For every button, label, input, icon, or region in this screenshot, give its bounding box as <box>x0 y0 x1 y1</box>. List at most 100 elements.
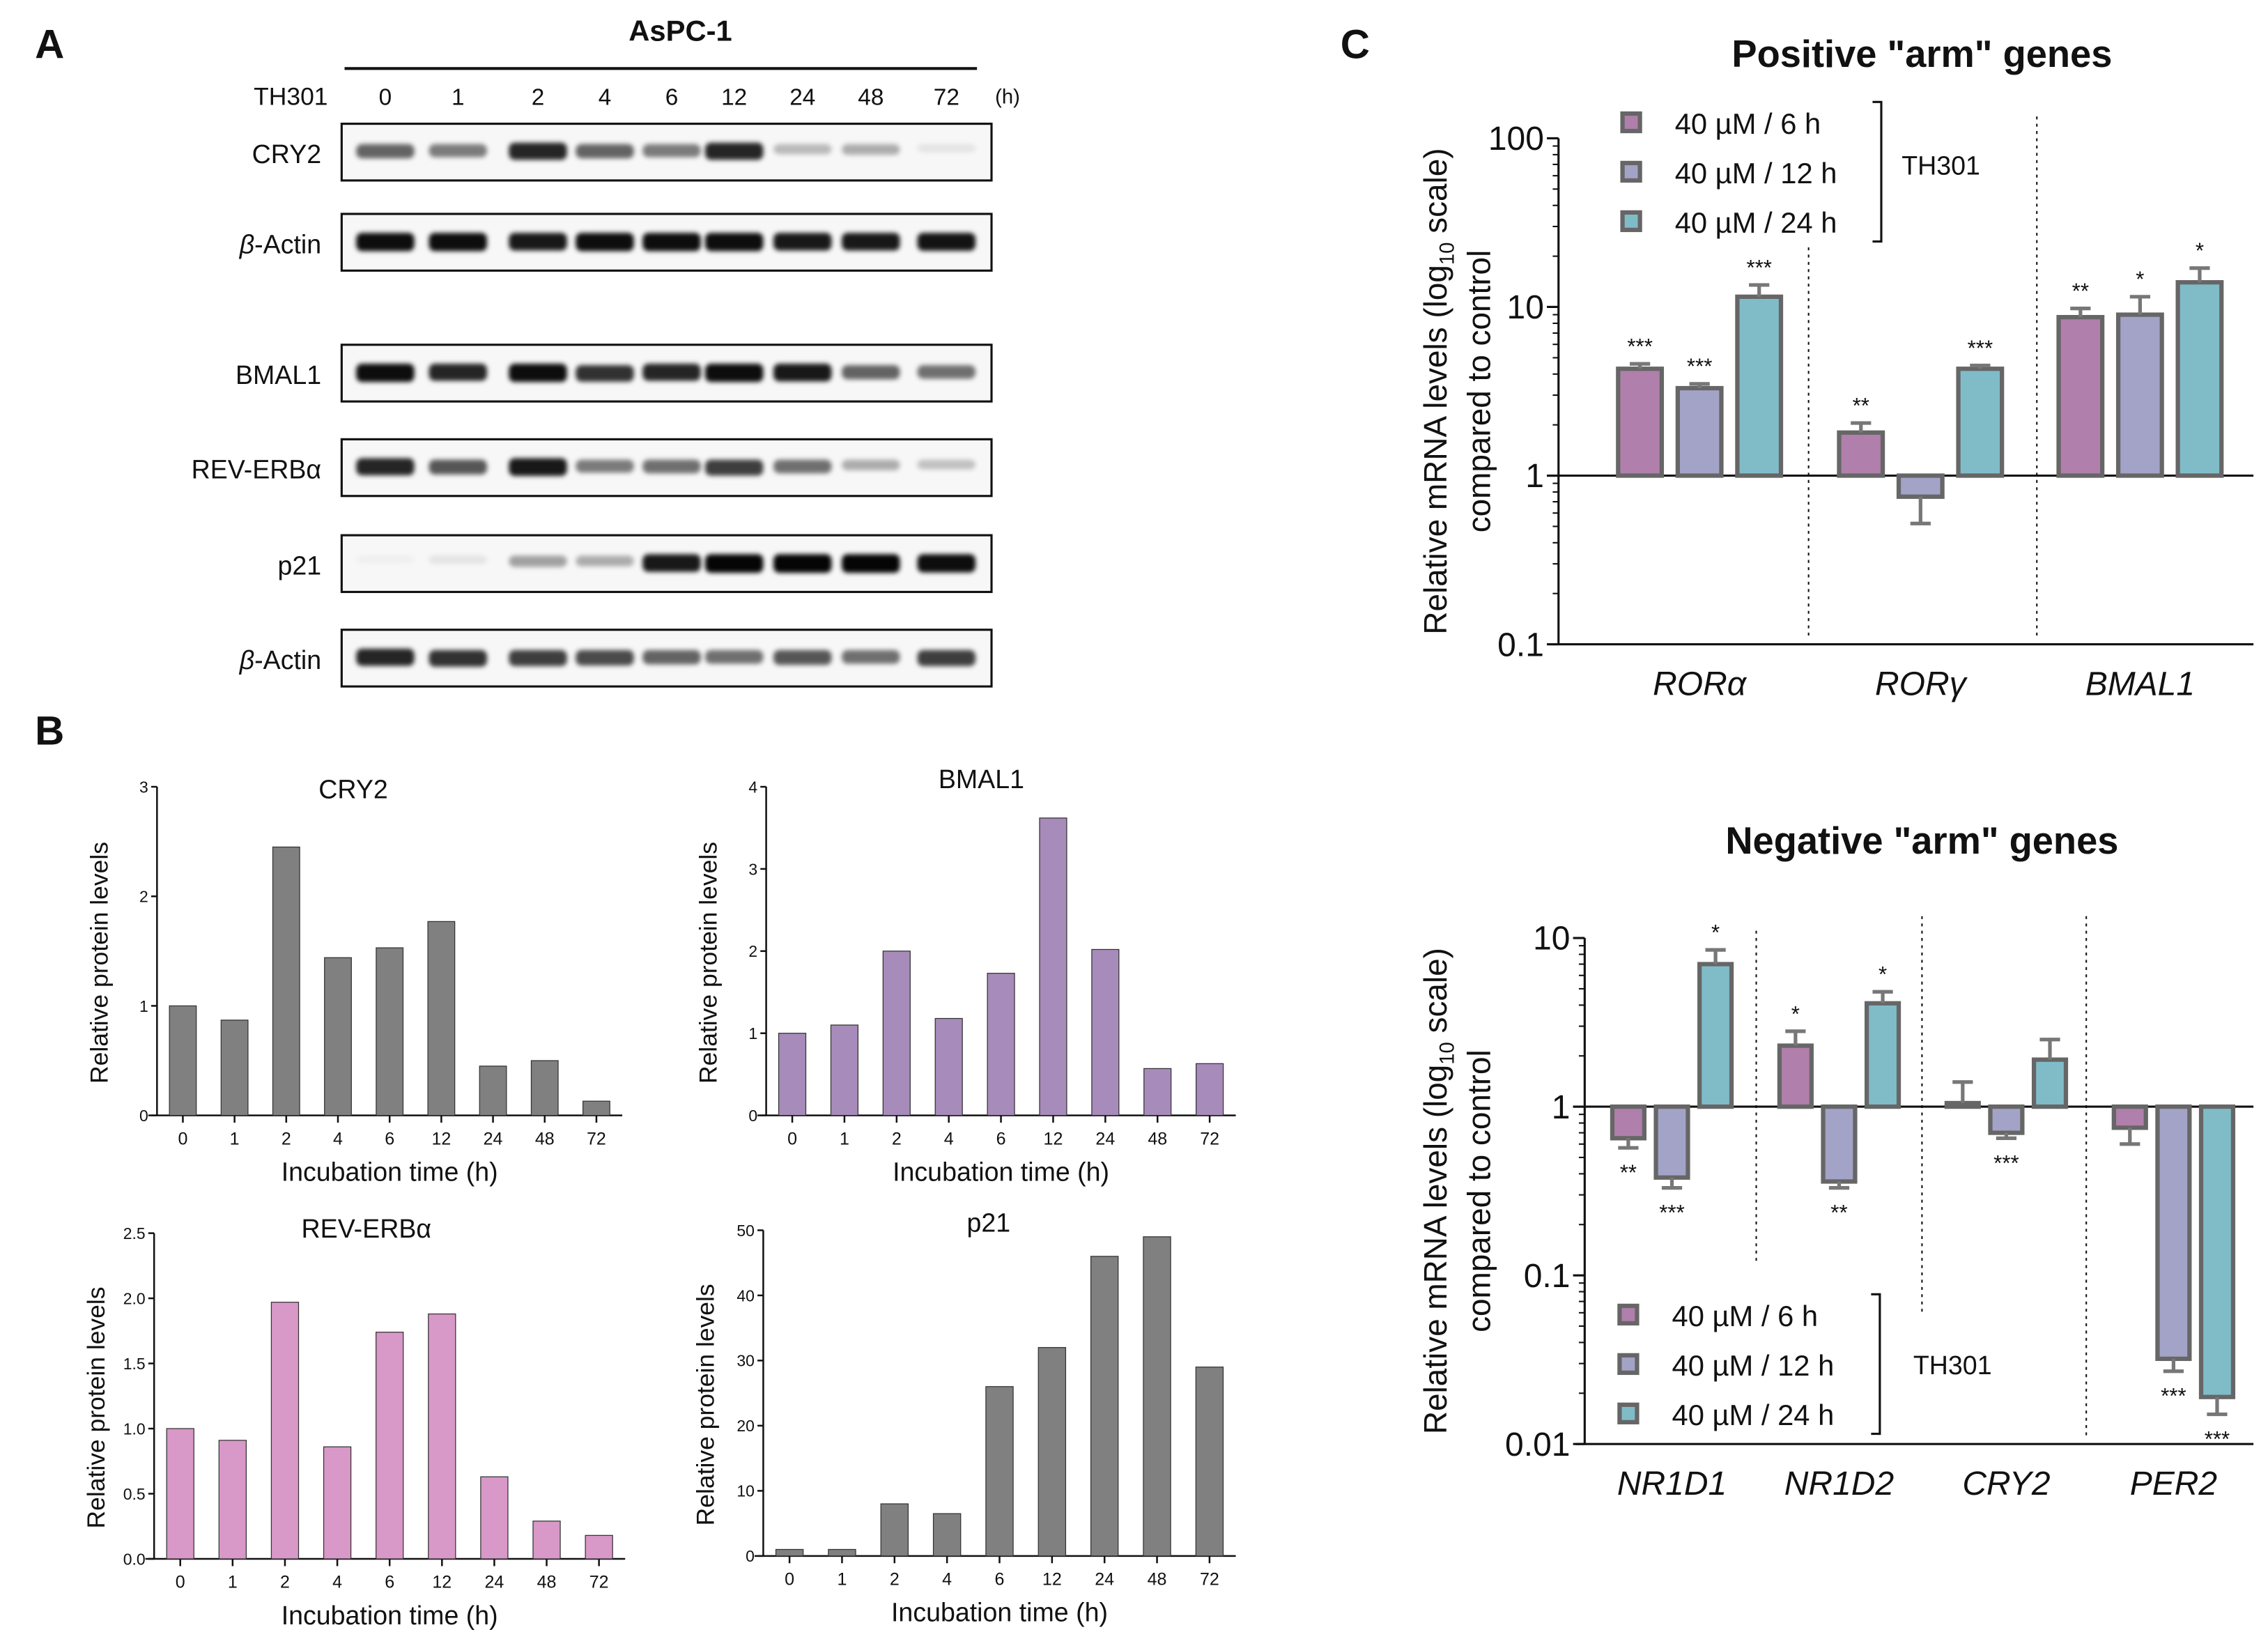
protein-band <box>704 142 764 160</box>
bar <box>220 1019 249 1116</box>
protein-band <box>429 649 487 667</box>
y-tick-label: 50 <box>736 1222 755 1240</box>
x-tick-label: 48 <box>537 1573 557 1592</box>
y-tick-label: 0 <box>748 1107 757 1125</box>
protein-band <box>576 555 634 567</box>
y-tick-label: 20 <box>736 1417 755 1435</box>
x-tick-label: 12 <box>1042 1570 1062 1590</box>
bar <box>987 973 1015 1116</box>
time-unit-label: (h) <box>995 86 1020 108</box>
significance-marker: ** <box>1853 393 1869 417</box>
y-tick-label: 1 <box>748 1024 757 1042</box>
x-tick-label: 0 <box>785 1570 794 1590</box>
y-tick-label: 100 <box>1488 121 1544 157</box>
treatment-label: TH301 <box>254 82 327 110</box>
bar <box>323 1446 352 1560</box>
chart-title: Positive "arm" genes <box>1731 33 2112 75</box>
y-tick-label: 1.0 <box>123 1419 146 1438</box>
blot-label: REV-ERBα <box>192 455 322 484</box>
y-tick-label: 0.01 <box>1505 1426 1570 1463</box>
blot-row: β-Actin <box>239 629 993 688</box>
lane-label: 6 <box>665 84 679 110</box>
bar <box>1956 367 2005 478</box>
y-axis-label-part: 10 <box>1437 1042 1459 1064</box>
bar <box>1143 1068 1172 1116</box>
bar <box>1896 473 1945 499</box>
protein-band <box>773 554 832 573</box>
bar <box>2155 1104 2192 1362</box>
x-tick-label: 1 <box>837 1570 847 1590</box>
x-tick-label: 6 <box>996 1129 1006 1148</box>
y-axis-label: Relative protein levels <box>85 842 113 1084</box>
bar <box>376 1332 404 1560</box>
bar <box>1610 1104 1647 1141</box>
x-tick-label: 2 <box>280 1573 290 1592</box>
blot-label: β-Actin <box>239 645 321 675</box>
lane-label: 72 <box>934 84 959 110</box>
bar <box>1143 1236 1171 1557</box>
blot-label-prefix: β <box>239 645 254 675</box>
legend-swatch <box>1617 1353 1640 1376</box>
protein-band <box>842 459 900 471</box>
protein-band <box>842 649 900 664</box>
x-tick-label: 48 <box>535 1129 555 1148</box>
protein-band <box>704 459 764 476</box>
legend-swatch <box>1617 1402 1640 1425</box>
bar <box>428 1313 456 1560</box>
bar <box>530 1060 559 1116</box>
bar <box>828 1548 856 1557</box>
y-tick-label: 1.5 <box>123 1355 146 1373</box>
x-tick-label: 24 <box>484 1129 503 1148</box>
significance-marker: * <box>1879 962 1887 987</box>
lane-label: 4 <box>599 84 612 110</box>
protein-band <box>917 459 976 470</box>
y-tick-label: 2.0 <box>123 1289 146 1307</box>
protein-band <box>842 364 900 380</box>
protein-band <box>842 233 900 251</box>
blot-row: REV-ERBα <box>192 438 993 498</box>
chart-title: p21 <box>967 1208 1011 1238</box>
bar <box>1090 1256 1119 1557</box>
significance-marker: ** <box>2072 279 2089 303</box>
y-tick-label: 2 <box>748 942 757 960</box>
protein-band <box>356 458 415 476</box>
x-tick-label: 1 <box>228 1573 238 1592</box>
bar <box>830 1024 859 1116</box>
x-tick-label: 4 <box>332 1573 342 1592</box>
y-tick-label: 0 <box>139 1107 148 1125</box>
bar <box>1697 962 1734 1109</box>
y-tick-label: 0.1 <box>1524 1258 1571 1295</box>
y-tick-label: 3 <box>139 778 148 796</box>
bar <box>270 1302 300 1560</box>
x-tick-label: 4 <box>944 1129 954 1148</box>
blot-label: BMAL1 <box>236 360 321 390</box>
blot-label: p21 <box>277 551 321 580</box>
x-tick-label: 48 <box>1148 1129 1167 1148</box>
legend-label: 40 µM / 12 h <box>1672 1349 1835 1382</box>
protein-band <box>642 459 701 474</box>
y-tick-label: 30 <box>736 1352 755 1370</box>
bar <box>2198 1104 2236 1399</box>
significance-marker: *** <box>1659 1201 1685 1225</box>
blot-label: CRY2 <box>252 139 321 169</box>
protein-band <box>642 363 701 381</box>
chart-title: REV-ERBα <box>302 1214 432 1243</box>
y-tick-label: 40 <box>736 1286 755 1305</box>
legend-swatch <box>1617 1303 1640 1326</box>
bar <box>272 846 300 1116</box>
category-label: RORγ <box>1875 666 1968 703</box>
y-tick-label: 1 <box>139 997 148 1015</box>
x-tick-label: 48 <box>1148 1570 1167 1590</box>
x-tick-label: 12 <box>432 1573 452 1592</box>
significance-marker: *** <box>2161 1384 2186 1408</box>
protein-band <box>917 233 976 251</box>
protein-band <box>429 233 487 252</box>
protein-band <box>429 144 487 157</box>
protein-band <box>642 649 701 665</box>
x-tick-label: 6 <box>385 1573 394 1592</box>
significance-marker: *** <box>1968 336 1993 360</box>
x-tick-label: 72 <box>589 1573 609 1592</box>
